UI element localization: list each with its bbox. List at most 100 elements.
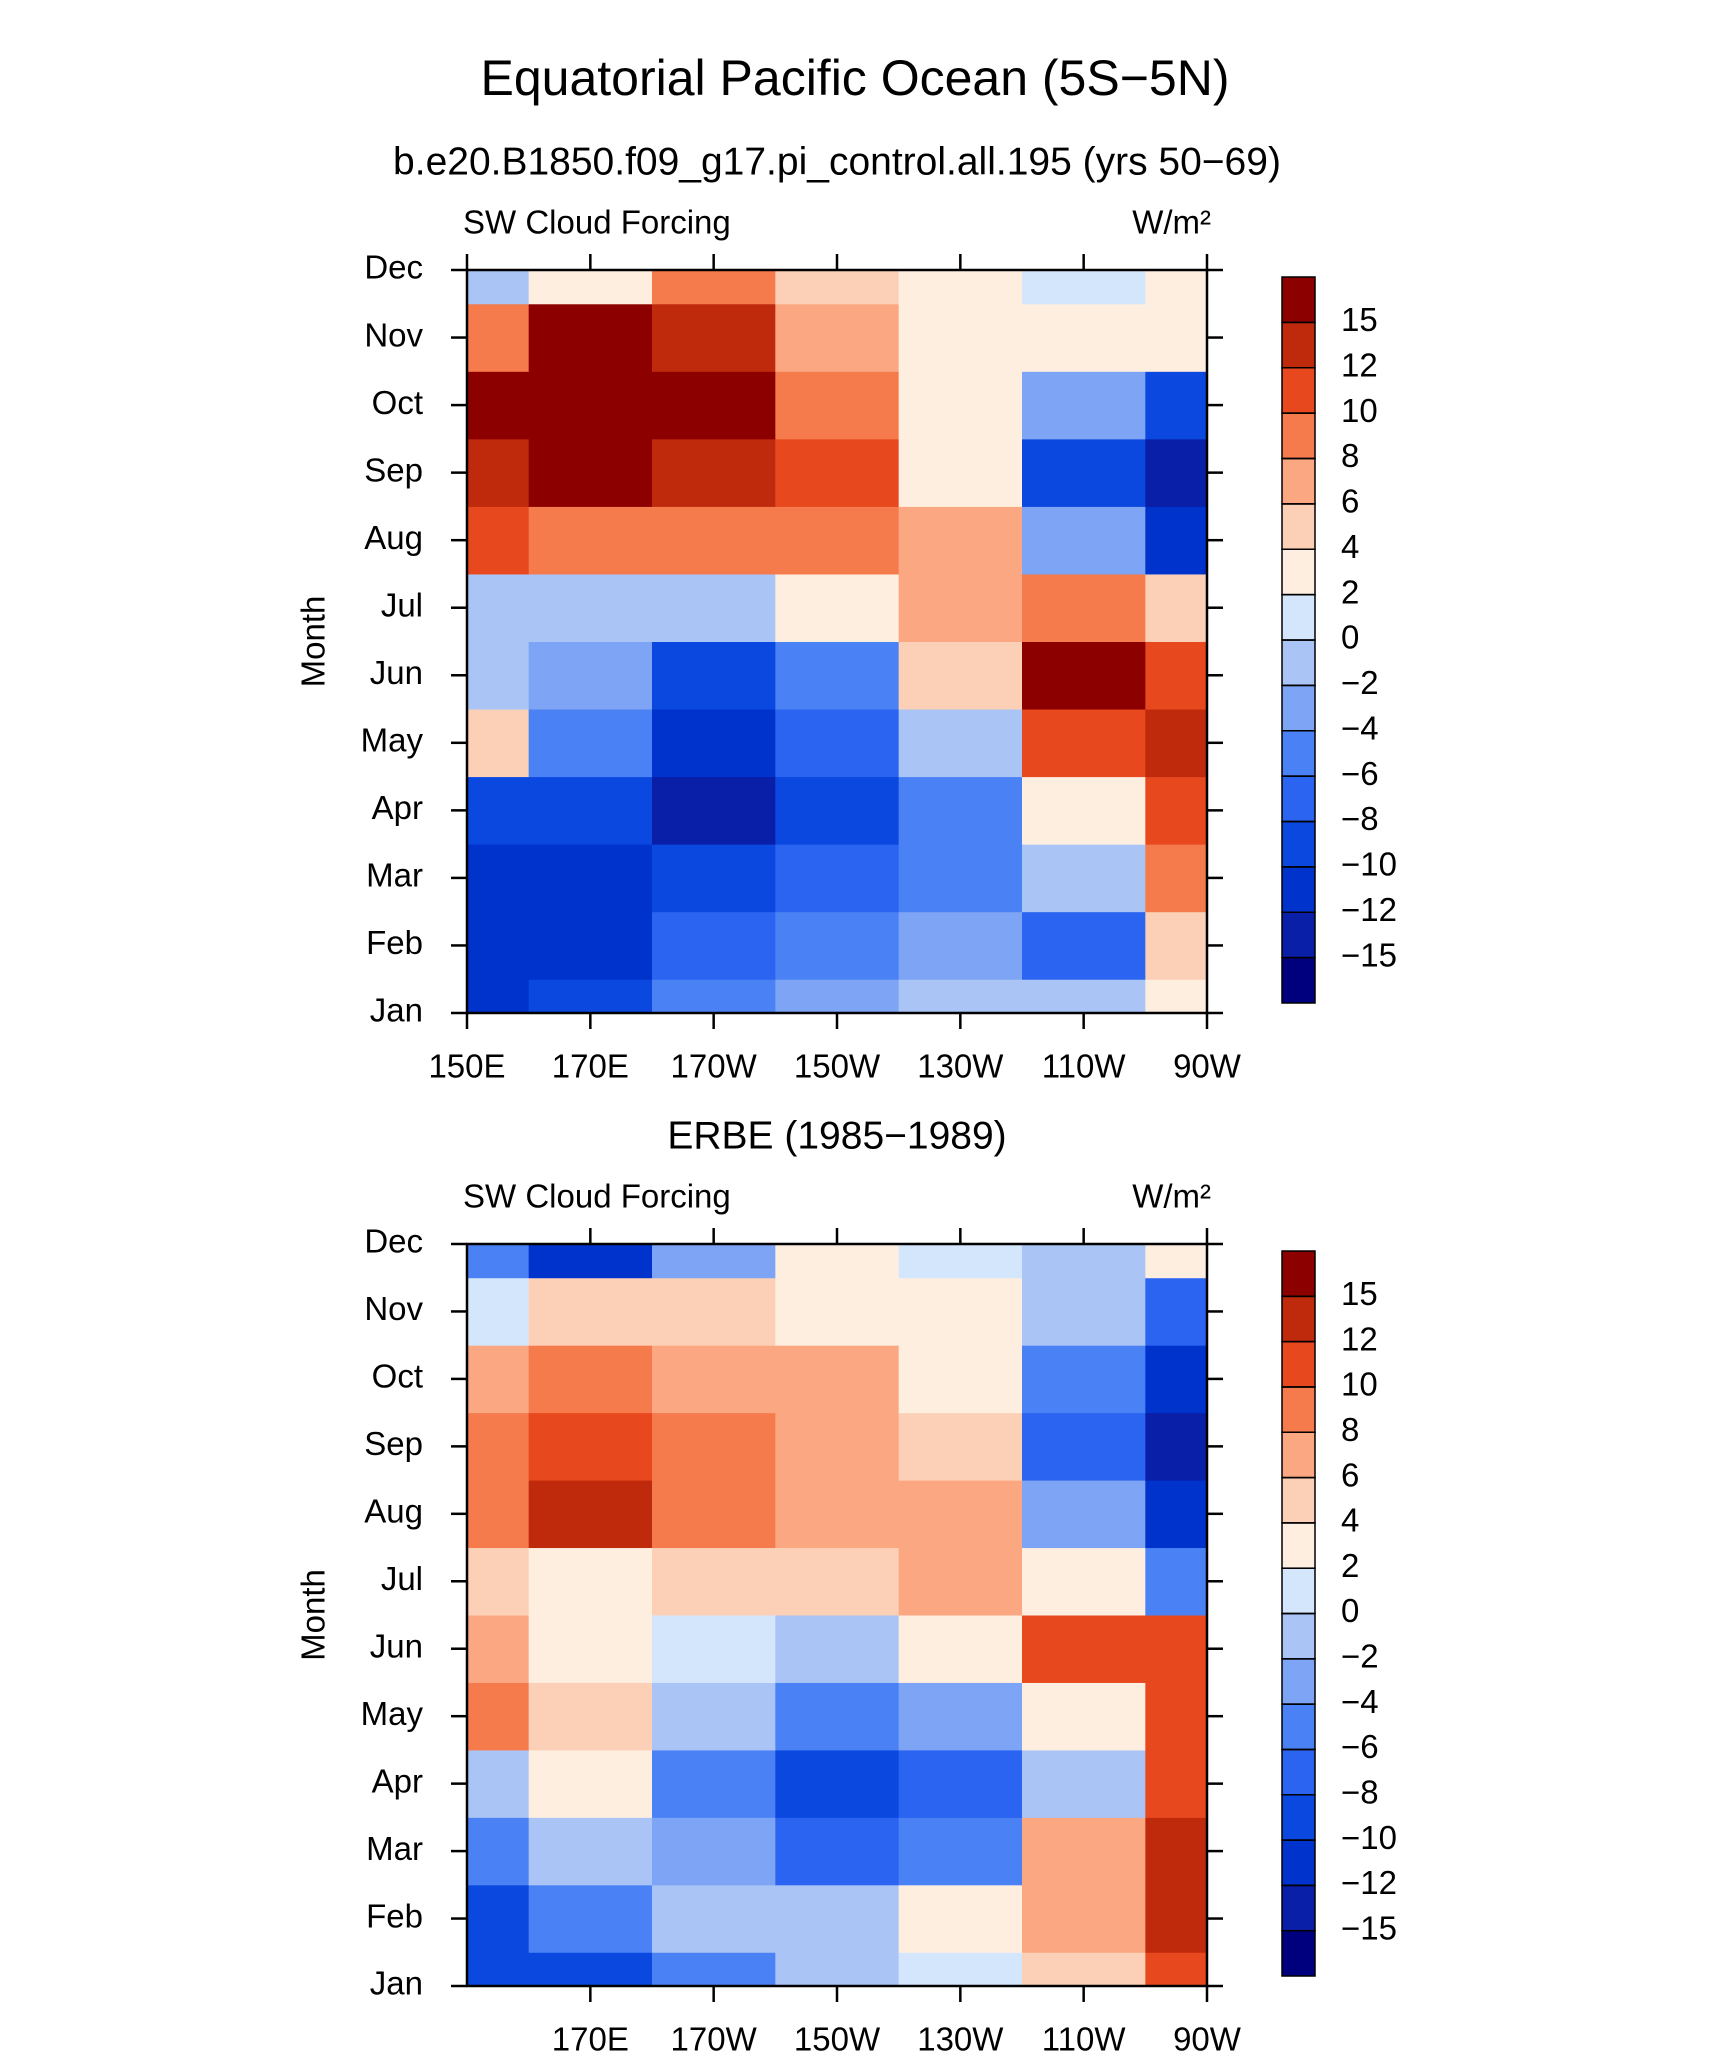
- colorbar-label: −6: [1341, 755, 1379, 792]
- contour-cell: [775, 1547, 900, 1616]
- contour-cell: [467, 709, 530, 778]
- contour-cell: [1022, 1952, 1146, 1986]
- x-tick-label: 110W: [1042, 1048, 1127, 1085]
- contour-cell: [775, 303, 900, 372]
- contour-cell: [528, 506, 653, 575]
- colorbar-label: 2: [1341, 573, 1359, 610]
- contour-cell: [775, 911, 900, 980]
- contour-cell: [467, 573, 530, 642]
- colorbar-label: 0: [1341, 619, 1359, 656]
- contour-cell: [1022, 1480, 1146, 1549]
- contour-cell: [652, 911, 776, 980]
- contour-cell: [1145, 1412, 1207, 1481]
- colorbar-label: 12: [1341, 1320, 1378, 1357]
- contour-cell: [898, 776, 1023, 845]
- colorbar-box: [1281, 1658, 1316, 1705]
- y-tick-label: Dec: [364, 1223, 423, 1260]
- colorbar-label: −10: [1341, 846, 1397, 883]
- contour-cell: [1022, 911, 1146, 980]
- colorbar-label: 4: [1341, 528, 1359, 565]
- colorbar-box: [1281, 1522, 1316, 1569]
- colorbar-label: −4: [1341, 1683, 1379, 1720]
- y-tick-label: Oct: [372, 1358, 423, 1395]
- contour-cell: [898, 1615, 1023, 1683]
- contour-cell: [467, 1277, 530, 1346]
- contour-cell: [898, 270, 1023, 305]
- contour-cell: [898, 1952, 1023, 1986]
- colorbar-box: [1281, 1703, 1316, 1751]
- right-label: W/m²: [1132, 204, 1211, 241]
- y-tick-label: Feb: [366, 924, 423, 961]
- contour-cell: [467, 303, 530, 372]
- contour-cell: [467, 1952, 530, 1986]
- field: [467, 270, 1207, 1013]
- contour-cell: [528, 911, 653, 980]
- colorbar-box: [1281, 1748, 1316, 1796]
- contour-cell: [898, 1682, 1023, 1751]
- contour-cell: [775, 1345, 900, 1414]
- colorbar-box: [1281, 367, 1316, 414]
- contour-cell: [652, 1952, 776, 1986]
- x-tick-label: 150E: [428, 1048, 505, 1085]
- contour-cell: [1145, 1884, 1207, 1953]
- colorbar-label: 8: [1341, 1411, 1359, 1448]
- contour-cell: [898, 1884, 1023, 1953]
- contour-cell: [652, 270, 776, 305]
- x-tick-label: 90W: [1173, 2021, 1242, 2058]
- x-tick-label: 170W: [671, 2021, 758, 2058]
- y-tick-label: Apr: [372, 1762, 423, 1799]
- colorbar-label: 2: [1341, 1547, 1359, 1584]
- y-tick-label: Sep: [364, 451, 423, 488]
- colorbar-box: [1281, 1476, 1316, 1524]
- x-tick-label: 150W: [794, 2021, 881, 2058]
- contour-cell: [467, 506, 530, 575]
- contour-cell: [467, 1615, 530, 1683]
- colorbar-box: [1281, 593, 1316, 641]
- x-tick-label: 170W: [671, 1048, 758, 1085]
- contour-cell: [652, 1547, 776, 1616]
- left-label: SW Cloud Forcing: [463, 1178, 731, 1215]
- y-tick-label: Oct: [372, 384, 423, 421]
- contour-cell: [467, 979, 530, 1013]
- colorbar-box: [1281, 1884, 1316, 1932]
- contour-cell: [467, 776, 530, 845]
- contour-cell: [898, 371, 1023, 440]
- colorbar-box: [1281, 548, 1316, 596]
- y-tick-label: May: [361, 722, 424, 759]
- contour-cell: [898, 709, 1023, 778]
- y-tick-label: Jun: [370, 654, 423, 691]
- left-label: SW Cloud Forcing: [463, 204, 731, 241]
- contour-cell: [775, 1244, 900, 1279]
- colorbar-box: [1281, 639, 1316, 687]
- contour-cell: [898, 979, 1023, 1013]
- contour-cell: [652, 506, 776, 575]
- contour-cell: [898, 1817, 1023, 1886]
- contour-cell: [1022, 1615, 1146, 1683]
- contour-cell: [775, 709, 900, 778]
- y-tick-label: Dec: [364, 249, 423, 286]
- contour-cell: [1145, 1345, 1207, 1414]
- x-tick-label: 150W: [794, 1048, 881, 1085]
- y-tick-label: Aug: [364, 519, 423, 556]
- contour-cell: [1022, 1749, 1146, 1818]
- contour-cell: [898, 506, 1023, 575]
- colorbar-box: [1281, 1839, 1316, 1887]
- colorbar-box: [1281, 1250, 1316, 1298]
- x-tick-label: 90W: [1173, 1048, 1242, 1085]
- chart-subtitle: b.e20.B1850.f09_g17.pi_control.all.195 (…: [393, 140, 1281, 183]
- y-tick-label: Jul: [381, 586, 423, 623]
- colorbar-box: [1281, 321, 1316, 369]
- contour-cell: [898, 1749, 1023, 1818]
- contour-cell: [1145, 1480, 1207, 1549]
- contour-cell: [775, 641, 900, 710]
- contour-cell: [652, 1615, 776, 1683]
- colorbar-box: [1281, 457, 1316, 505]
- contour-cell: [467, 911, 530, 980]
- contour-cell: [775, 573, 900, 642]
- contour-cell: [528, 573, 653, 642]
- contour-cell: [1145, 1749, 1207, 1818]
- contour-cell: [528, 1547, 653, 1616]
- colorbar-box: [1281, 956, 1316, 1004]
- contour-cell: [467, 1817, 530, 1886]
